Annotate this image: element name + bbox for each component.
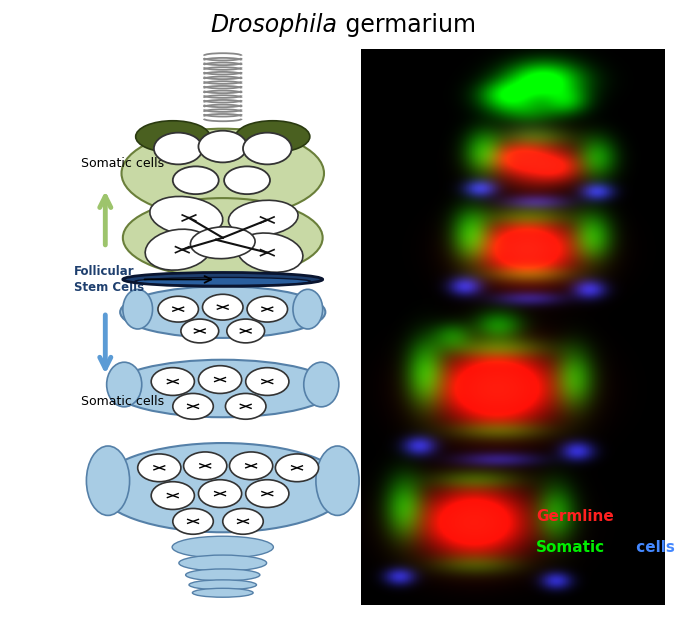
Ellipse shape [123,198,323,278]
Ellipse shape [228,201,298,236]
Ellipse shape [172,536,273,558]
Ellipse shape [122,129,324,218]
Ellipse shape [275,454,319,482]
Ellipse shape [304,362,339,407]
Ellipse shape [243,133,292,164]
Ellipse shape [202,294,243,320]
Ellipse shape [86,446,130,515]
Ellipse shape [225,394,266,419]
Ellipse shape [111,360,334,417]
Ellipse shape [237,233,303,272]
Ellipse shape [138,454,181,482]
Ellipse shape [154,133,202,164]
Ellipse shape [227,319,265,343]
Ellipse shape [158,296,198,322]
Ellipse shape [123,273,323,286]
Ellipse shape [107,362,142,407]
Ellipse shape [145,229,211,270]
Ellipse shape [179,555,267,571]
Text: Drosophila: Drosophila [211,13,338,36]
Ellipse shape [186,569,260,581]
Ellipse shape [236,121,310,152]
Text: Somatic cells: Somatic cells [81,157,164,170]
Ellipse shape [224,167,270,194]
Ellipse shape [135,278,310,286]
Ellipse shape [190,227,255,259]
Ellipse shape [316,446,359,515]
Ellipse shape [293,289,323,329]
Ellipse shape [173,167,219,194]
Text: germarium: germarium [338,13,475,36]
Ellipse shape [136,121,210,152]
Text: Somatic: Somatic [536,540,605,555]
Ellipse shape [123,289,153,329]
Ellipse shape [246,368,289,395]
Ellipse shape [246,480,289,507]
Ellipse shape [120,286,325,338]
Ellipse shape [192,588,253,597]
Ellipse shape [198,131,247,162]
Text: Germline: Germline [536,510,614,524]
Text: cells: cells [632,540,675,555]
Ellipse shape [173,394,213,419]
Ellipse shape [223,508,263,534]
Ellipse shape [151,482,194,510]
Ellipse shape [173,508,213,534]
Ellipse shape [151,368,194,395]
Text: Follicular
Stem Cells: Follicular Stem Cells [74,265,144,294]
Ellipse shape [150,196,223,236]
Ellipse shape [98,443,348,532]
Ellipse shape [181,319,219,343]
Ellipse shape [184,452,227,480]
Ellipse shape [230,452,273,480]
Ellipse shape [189,580,256,590]
Ellipse shape [198,480,242,507]
Text: Somatic cells: Somatic cells [81,395,164,408]
Ellipse shape [198,366,242,394]
Ellipse shape [247,296,288,322]
